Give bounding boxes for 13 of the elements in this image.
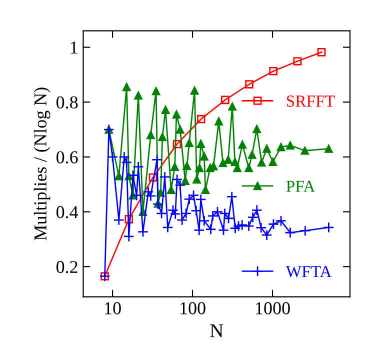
legend-label: SRFFT xyxy=(286,96,335,107)
x-tick-label: 100 xyxy=(180,302,206,314)
y-axis-title: Multiplies / (Nlog N) xyxy=(34,88,50,240)
x-axis-title: N xyxy=(210,324,224,338)
y-tick-label: 0.8 xyxy=(56,96,78,109)
y-tick-label: 0.2 xyxy=(56,260,78,274)
legend-label: PFA xyxy=(286,180,316,192)
y-tick-label: 0.6 xyxy=(56,151,78,164)
x-tick-label: 10 xyxy=(105,302,121,314)
y-tick-label: 0.4 xyxy=(56,206,78,218)
x-tick-label: 1000 xyxy=(256,302,290,314)
legend-label: WFTA xyxy=(286,266,332,278)
y-tick-label: 1 xyxy=(70,42,78,54)
